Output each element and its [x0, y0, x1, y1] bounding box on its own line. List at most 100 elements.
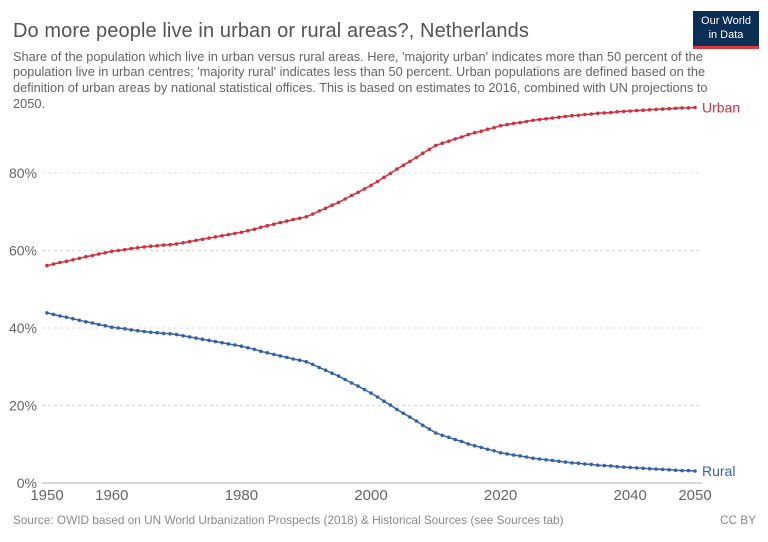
chart-canvas[interactable]: 0% 20% 40% 60% 80% 1950 1960 1980 2000 2020 2040 20… — [0, 88, 768, 512]
rural-series-dot — [233, 343, 237, 347]
urban-series-dot — [310, 212, 315, 216]
urban-series-dot — [155, 244, 159, 248]
rural-series-dot — [395, 407, 399, 412]
rural-series-dot — [187, 335, 192, 339]
rural-series-label[interactable]: Rural — [702, 463, 735, 479]
rural-series-dot — [544, 458, 548, 462]
owid-logo-line2: in Data — [708, 29, 744, 41]
rural-series-dot — [252, 347, 257, 352]
rural-series-dot — [213, 339, 218, 344]
license-link[interactable]: CC BY — [719, 513, 756, 527]
x-tick-label: 2050 — [678, 487, 711, 504]
urban-series-dot — [447, 139, 451, 143]
urban-series-dot — [550, 116, 555, 120]
rural-series-dot — [472, 444, 477, 448]
rural-series-dot — [174, 332, 179, 337]
rural-series-dot — [246, 346, 250, 350]
rural-series-dot — [90, 321, 95, 325]
rural-series-dot — [550, 458, 555, 463]
urban-series-dot — [401, 163, 406, 168]
rural-series-dot — [414, 419, 419, 423]
urban-series-dot — [395, 167, 399, 171]
rural-series-dot — [434, 431, 438, 435]
urban-series-dot — [660, 107, 665, 111]
y-tick-label: 0% — [17, 475, 37, 491]
urban-series-dot — [680, 106, 684, 110]
rural-series-dot — [272, 352, 276, 357]
urban-series[interactable]: Urban — [45, 100, 740, 268]
urban-series-dot — [615, 110, 619, 114]
rural-series-dot — [557, 459, 561, 464]
rural-series-dot — [388, 403, 393, 407]
rural-series[interactable]: Rural — [45, 311, 735, 479]
rural-series-dot — [563, 460, 568, 464]
urban-series-dot — [135, 246, 140, 250]
rural-series-dot — [485, 447, 490, 452]
rural-series-dot — [453, 437, 458, 442]
rural-series-dot — [693, 469, 697, 473]
y-tick-label: 40% — [9, 320, 37, 336]
urban-series-dot — [272, 222, 276, 226]
rural-series-dot — [103, 323, 108, 328]
rural-series-dot — [194, 336, 198, 340]
urban-series-dot — [621, 109, 626, 114]
urban-series-dot — [589, 112, 594, 116]
x-tick-label: 2020 — [484, 487, 517, 504]
rural-series-dot — [686, 468, 691, 473]
rural-series-dot — [447, 435, 451, 440]
rural-series-dot — [220, 340, 224, 345]
rural-series-dot — [667, 468, 671, 472]
rural-series-dot — [369, 391, 373, 395]
urban-series-dot — [524, 119, 529, 124]
urban-series-dot — [557, 115, 561, 119]
urban-series-dot — [609, 110, 613, 115]
urban-series-dot — [323, 206, 328, 211]
urban-series-dot — [129, 246, 133, 251]
rural-series-dot — [511, 453, 516, 457]
x-tick-label: 2000 — [354, 487, 387, 504]
rural-series-dot — [362, 387, 367, 392]
rural-series-dot — [596, 463, 600, 468]
urban-series-dot — [472, 130, 477, 135]
urban-series-dot — [90, 253, 95, 258]
urban-series-dot — [518, 120, 522, 125]
urban-series-dot — [647, 108, 652, 112]
rural-series-dot — [641, 466, 645, 471]
urban-series-dot — [194, 238, 198, 243]
urban-series-dot — [505, 122, 509, 127]
rural-series-dot — [609, 464, 613, 468]
urban-series-dot — [297, 216, 302, 221]
rural-series-dot — [58, 314, 62, 318]
rural-series-dot — [135, 328, 140, 333]
rural-series-dot — [459, 439, 464, 444]
urban-series-dot — [168, 242, 172, 247]
urban-series-dot — [388, 171, 393, 176]
rural-series-dot — [647, 466, 652, 471]
urban-series-dot — [408, 159, 412, 164]
urban-series-dot — [304, 215, 309, 219]
owid-logo[interactable]: Our World in Data — [693, 11, 759, 49]
rural-series-dot — [401, 411, 406, 416]
rural-series-dot — [71, 316, 75, 321]
rural-series-dot — [654, 467, 658, 471]
urban-series-dot — [434, 143, 438, 148]
rural-series-dot — [330, 371, 334, 376]
rural-series-dot — [116, 326, 121, 330]
rural-series-dot — [479, 445, 484, 450]
urban-series-dot — [207, 236, 211, 240]
rural-series-dot — [518, 454, 522, 458]
urban-series-dot — [382, 175, 386, 180]
urban-series-dot — [148, 244, 153, 248]
urban-series-dot — [414, 155, 419, 160]
urban-series-dot — [174, 242, 179, 246]
rural-series-dot — [524, 455, 529, 459]
chart-title: Do more people live in urban or rural ar… — [13, 20, 529, 43]
urban-series-dot — [220, 234, 224, 238]
rural-series-dot — [621, 465, 626, 469]
urban-series-dot — [336, 200, 341, 205]
urban-series-dot — [181, 241, 185, 245]
rural-series-dot — [129, 328, 133, 332]
owid-logo-line1: Our World — [701, 15, 751, 27]
urban-series-label[interactable]: Urban — [702, 100, 740, 116]
rural-series-dot — [148, 330, 153, 335]
